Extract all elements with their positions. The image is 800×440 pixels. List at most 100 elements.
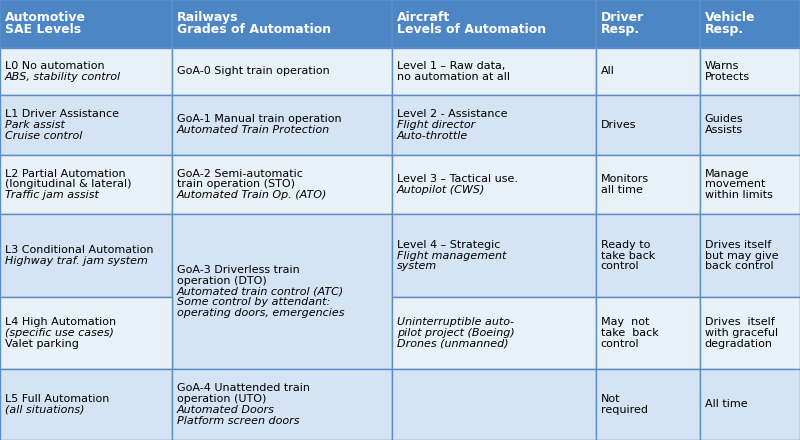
Text: GoA-3 Driverless train: GoA-3 Driverless train [177, 265, 299, 275]
Bar [172, 0, 392, 48]
Text: (specific use cases): (specific use cases) [5, 328, 114, 338]
Text: GoA-4 Unattended train: GoA-4 Unattended train [177, 383, 310, 393]
Text: May  not: May not [601, 317, 649, 327]
Text: movement: movement [705, 180, 765, 189]
Bar [596, 214, 700, 297]
Bar [392, 214, 596, 297]
Text: Automated Doors: Automated Doors [177, 405, 274, 415]
Text: L0 No automation: L0 No automation [5, 61, 105, 71]
Bar [700, 369, 800, 440]
Text: Cruise control: Cruise control [5, 131, 82, 141]
Text: degradation: degradation [705, 339, 773, 349]
Text: Level 4 – Strategic: Level 4 – Strategic [397, 240, 500, 250]
Bar [700, 48, 800, 95]
Bar [596, 154, 700, 214]
Text: (all situations): (all situations) [5, 405, 84, 415]
Text: train operation (STO): train operation (STO) [177, 180, 294, 189]
Text: but may give: but may give [705, 251, 778, 260]
Text: Traffic jam assist: Traffic jam assist [5, 190, 98, 200]
Bar [172, 154, 392, 214]
Text: Vehicle: Vehicle [705, 11, 755, 24]
Text: Drones (unmanned): Drones (unmanned) [397, 339, 509, 349]
Text: Railways: Railways [177, 11, 238, 24]
Text: Aircraft: Aircraft [397, 11, 450, 24]
Text: Automotive: Automotive [5, 11, 86, 24]
Text: required: required [601, 405, 648, 415]
Text: system: system [397, 261, 437, 271]
Text: Not: Not [601, 394, 620, 404]
Text: take  back: take back [601, 328, 658, 338]
Bar [392, 297, 596, 369]
Text: All time: All time [705, 400, 747, 409]
Bar [0, 297, 172, 369]
Bar [172, 369, 392, 440]
Bar [172, 48, 392, 95]
Text: Flight management: Flight management [397, 251, 506, 260]
Bar [392, 0, 596, 48]
Bar [392, 95, 596, 154]
Bar [700, 154, 800, 214]
Bar [392, 154, 596, 214]
Text: SAE Levels: SAE Levels [5, 23, 81, 37]
Text: Level 2 - Assistance: Level 2 - Assistance [397, 109, 507, 119]
Text: All: All [601, 66, 614, 77]
Text: Resp.: Resp. [705, 23, 744, 37]
Text: Some control by attendant:: Some control by attendant: [177, 297, 330, 307]
Text: operation (UTO): operation (UTO) [177, 394, 266, 404]
Text: all time: all time [601, 185, 642, 195]
Text: Protects: Protects [705, 72, 750, 82]
Text: Valet parking: Valet parking [5, 339, 78, 349]
Text: Automated Train Protection: Automated Train Protection [177, 125, 330, 135]
Text: operation (DTO): operation (DTO) [177, 275, 266, 286]
Text: ABS, stability control: ABS, stability control [5, 72, 121, 82]
Text: Manage: Manage [705, 169, 750, 179]
Text: Flight director: Flight director [397, 120, 475, 130]
Text: GoA-2 Semi-automatic: GoA-2 Semi-automatic [177, 169, 302, 179]
Bar [596, 48, 700, 95]
Bar [0, 95, 172, 154]
Text: Monitors: Monitors [601, 174, 649, 184]
Text: Park assist: Park assist [5, 120, 65, 130]
Bar [172, 214, 392, 369]
Text: Uninterruptible auto-: Uninterruptible auto- [397, 317, 514, 327]
Text: Ready to: Ready to [601, 240, 650, 250]
Text: no automation at all: no automation at all [397, 72, 510, 82]
Text: GoA-1 Manual train operation: GoA-1 Manual train operation [177, 114, 342, 125]
Bar [392, 48, 596, 95]
Text: L4 High Automation: L4 High Automation [5, 317, 116, 327]
Text: Highway traf. jam system: Highway traf. jam system [5, 256, 148, 266]
Text: control: control [601, 339, 639, 349]
Text: GoA-0 Sight train operation: GoA-0 Sight train operation [177, 66, 330, 77]
Text: with graceful: with graceful [705, 328, 778, 338]
Text: L5 Full Automation: L5 Full Automation [5, 394, 109, 404]
Text: Driver: Driver [601, 11, 644, 24]
Bar [596, 95, 700, 154]
Bar [700, 214, 800, 297]
Text: Drives itself: Drives itself [705, 240, 771, 250]
Bar [596, 369, 700, 440]
Bar [0, 369, 172, 440]
Text: L3 Conditional Automation: L3 Conditional Automation [5, 245, 154, 255]
Text: Level 1 – Raw data,: Level 1 – Raw data, [397, 61, 505, 71]
Text: pilot project (Boeing): pilot project (Boeing) [397, 328, 514, 338]
Bar [0, 154, 172, 214]
Text: Automated train control (ATC): Automated train control (ATC) [177, 286, 344, 297]
Text: Warns: Warns [705, 61, 739, 71]
Text: Assists: Assists [705, 125, 743, 135]
Bar [596, 0, 700, 48]
Text: Levels of Automation: Levels of Automation [397, 23, 546, 37]
Text: Automated Train Op. (ATO): Automated Train Op. (ATO) [177, 190, 327, 200]
Bar [700, 95, 800, 154]
Bar [700, 297, 800, 369]
Text: Drives  itself: Drives itself [705, 317, 774, 327]
Text: within limits: within limits [705, 190, 773, 200]
Text: Autopilot (CWS): Autopilot (CWS) [397, 185, 485, 195]
Text: L1 Driver Assistance: L1 Driver Assistance [5, 109, 118, 119]
Text: control: control [601, 261, 639, 271]
Bar [172, 95, 392, 154]
Text: Platform screen doors: Platform screen doors [177, 415, 299, 425]
Text: Level 3 – Tactical use.: Level 3 – Tactical use. [397, 174, 518, 184]
Bar [0, 0, 172, 48]
Text: Drives: Drives [601, 120, 636, 130]
Bar [700, 0, 800, 48]
